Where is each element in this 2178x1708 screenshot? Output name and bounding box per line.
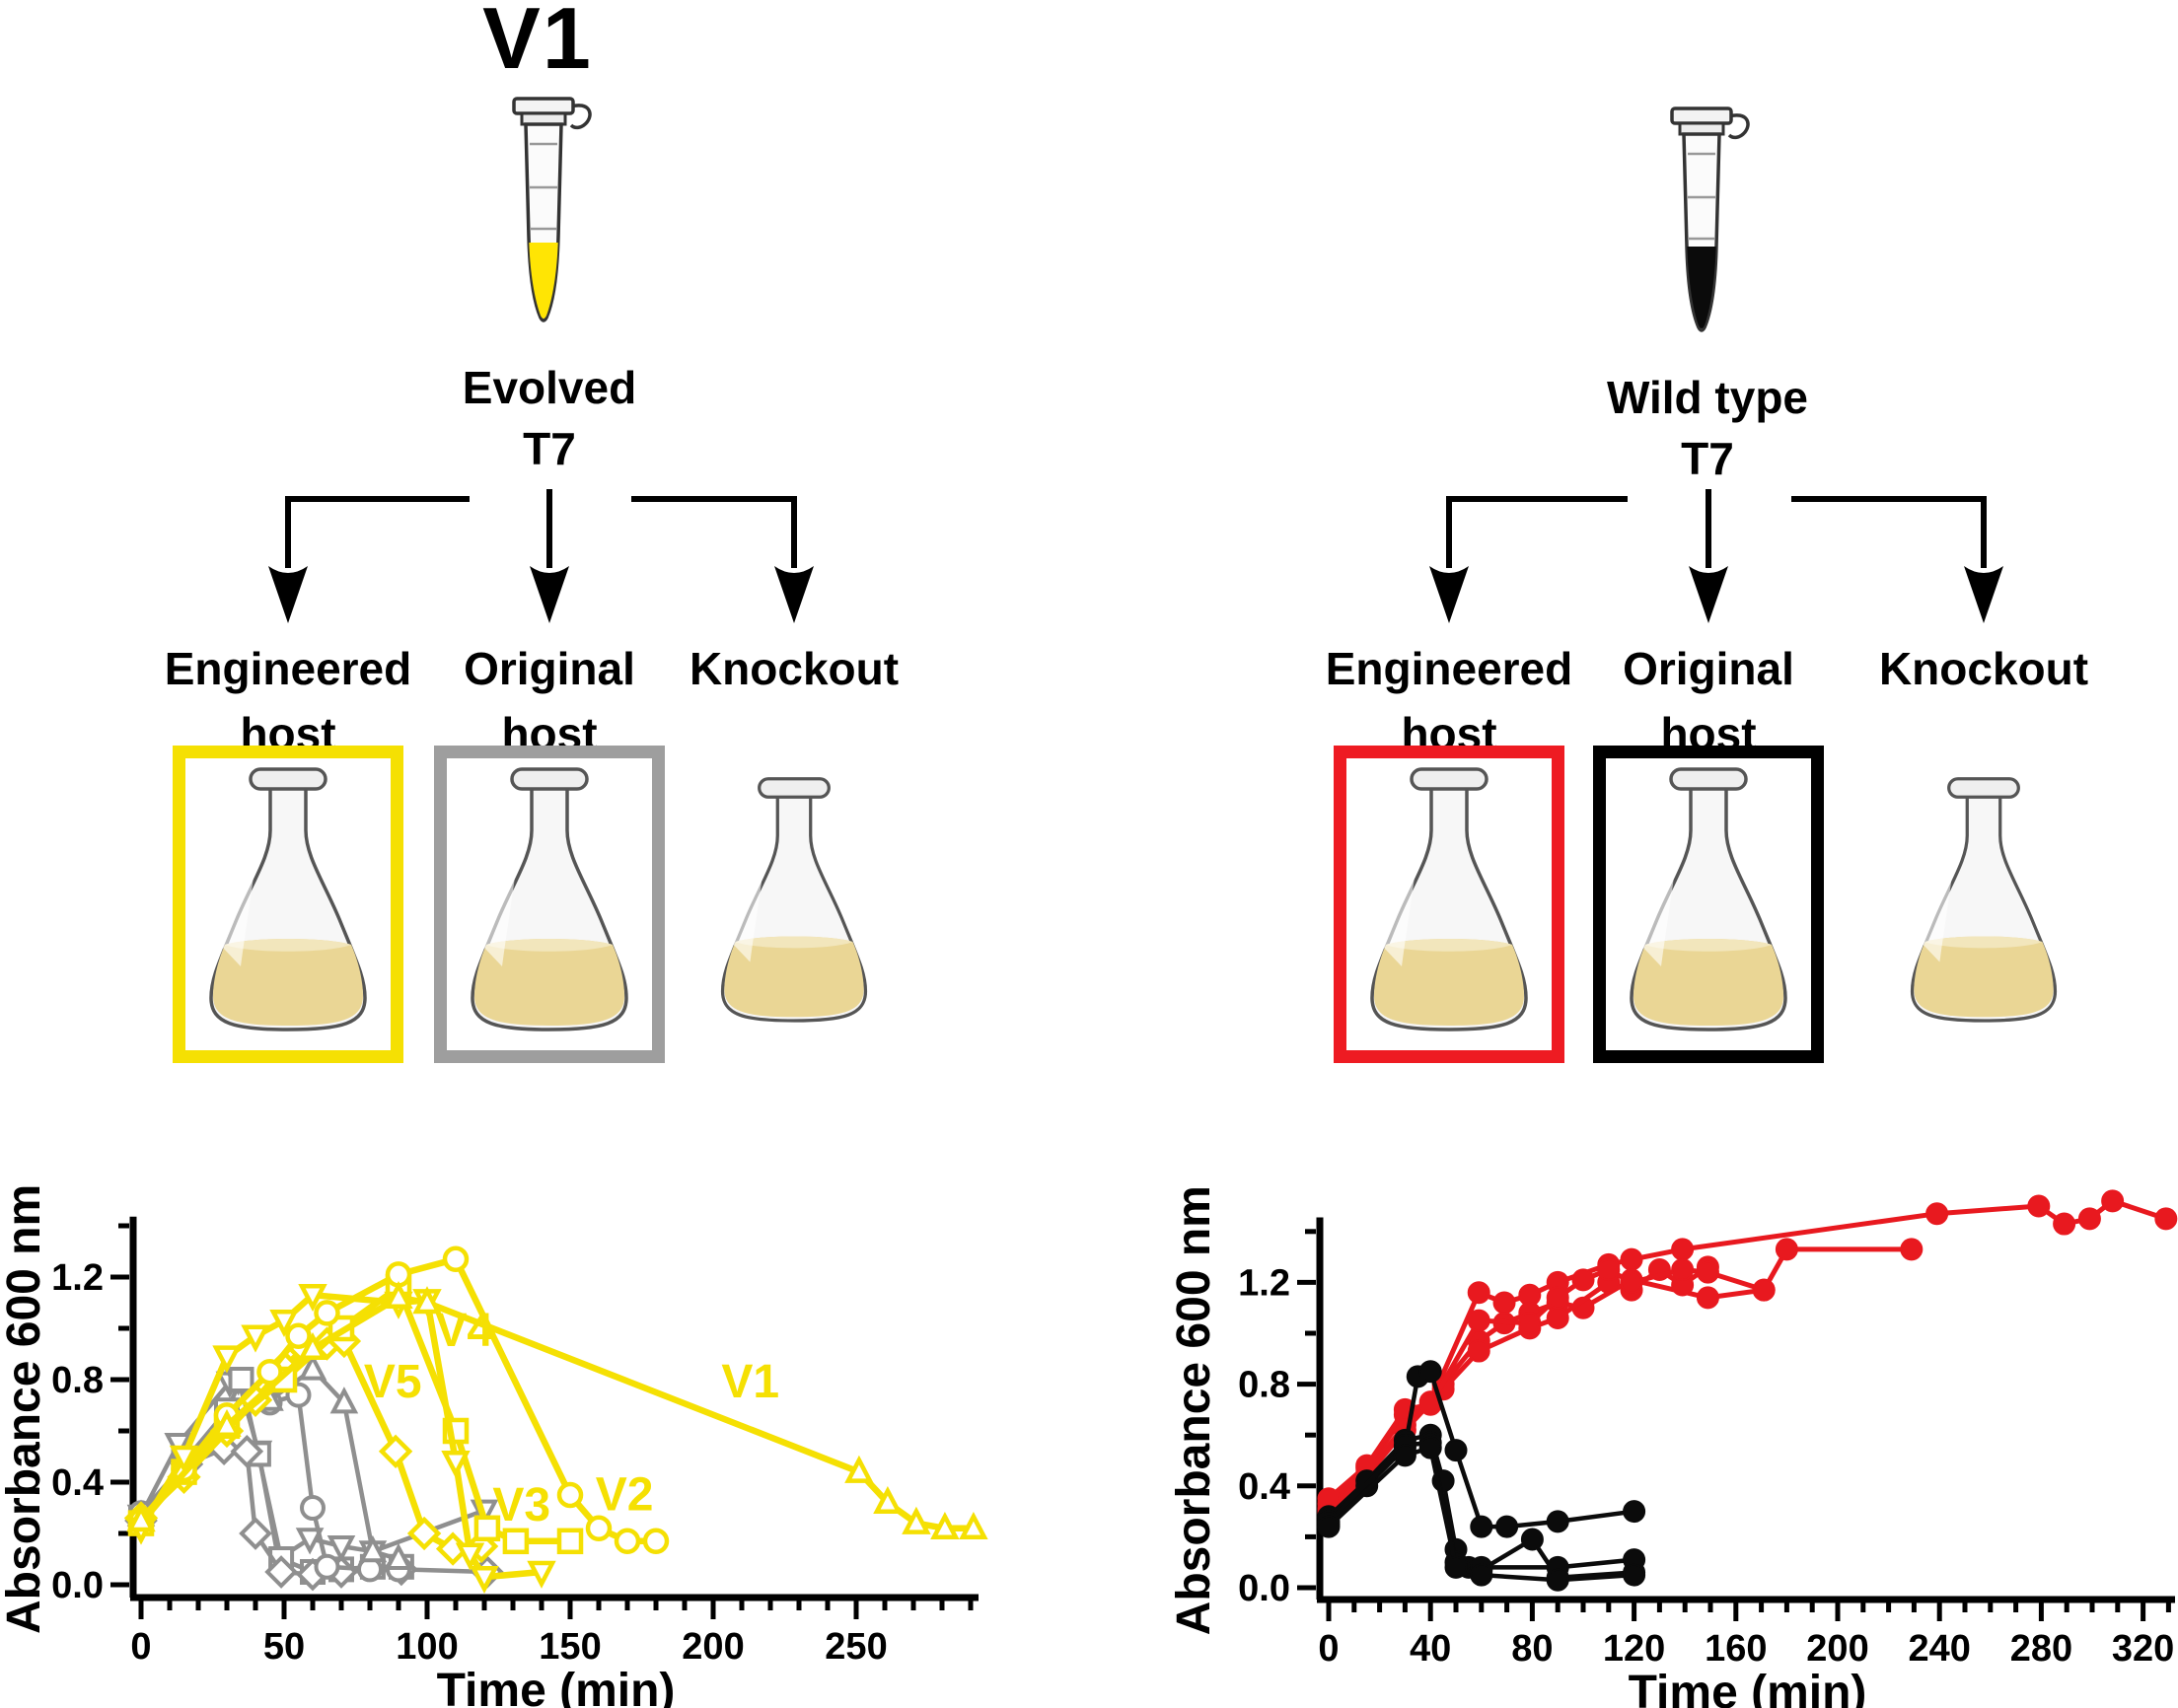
flask-icon — [1370, 767, 1528, 1032]
svg-text:80: 80 — [1511, 1628, 1553, 1670]
svg-text:V4: V4 — [435, 1305, 493, 1357]
arrow-icon — [1429, 566, 1469, 623]
svg-text:160: 160 — [1705, 1628, 1767, 1670]
engineered-host-box — [1334, 746, 1564, 1063]
svg-text:V3: V3 — [492, 1479, 550, 1531]
tube-cap — [1670, 107, 1733, 125]
svg-text:0.4: 0.4 — [1238, 1466, 1290, 1508]
svg-text:250: 250 — [825, 1626, 887, 1668]
flask-icon — [1910, 777, 2058, 1023]
tube-liquid — [529, 243, 558, 319]
svg-text:240: 240 — [1908, 1628, 1970, 1670]
microcentrifuge-tube-icon — [512, 97, 592, 322]
arrow-icon — [1689, 566, 1728, 623]
svg-text:280: 280 — [2010, 1628, 2072, 1670]
flask-liquid — [724, 936, 864, 1018]
svg-text:V5: V5 — [364, 1356, 422, 1408]
flask-icon — [471, 767, 628, 1032]
tube-caption-line2: T7 — [523, 423, 576, 474]
svg-text:Absorbance 600 nm: Absorbance 600 nm — [0, 1184, 50, 1634]
knockout-host-flask — [1868, 746, 2099, 1063]
svg-text:Absorbance 600 nm: Absorbance 600 nm — [1168, 1185, 1220, 1635]
svg-text:120: 120 — [1603, 1628, 1665, 1670]
svg-text:0: 0 — [1318, 1628, 1339, 1670]
tube-caption-line1: Evolved — [462, 362, 637, 413]
flask-icon — [209, 767, 367, 1032]
flask-icon — [1630, 767, 1787, 1032]
svg-text:200: 200 — [682, 1626, 744, 1668]
microcentrifuge-tube-icon — [1670, 107, 1750, 332]
host-label-knockout: Knockout — [1878, 643, 2089, 694]
flask-liquid — [213, 939, 363, 1026]
svg-text:V1: V1 — [721, 1356, 779, 1408]
branch-arrows — [1429, 489, 2003, 623]
growth-curve-chart-evolved: 0 50 100 150 200 250 0.0 0.4 0.8 1.2 Time (min) Abs… — [0, 1184, 988, 1708]
flask-liquid — [1374, 939, 1524, 1026]
svg-text:100: 100 — [396, 1626, 458, 1668]
svg-text:0.0: 0.0 — [51, 1565, 104, 1606]
page-title: V1 — [482, 0, 593, 87]
arrow-icon — [774, 566, 814, 623]
svg-text:0.8: 0.8 — [1238, 1365, 1290, 1406]
engineered-host-box — [173, 746, 403, 1063]
arrow-icon — [530, 566, 569, 623]
wildtype-t7-panel: Wild type T7 Engineered host Original ho… — [1089, 0, 2178, 1144]
flask-liquid — [474, 939, 624, 1026]
arrow-icon — [268, 566, 308, 623]
host-label-knockout: Knockout — [689, 643, 900, 694]
flask-liquid — [1634, 939, 1783, 1026]
evolved-t7-panel: V1 Evolved T7 Engineered host Original h… — [0, 0, 1089, 1144]
svg-text:0.4: 0.4 — [51, 1462, 104, 1504]
flask-liquid — [1914, 936, 2054, 1018]
svg-text:200: 200 — [1806, 1628, 1868, 1670]
arrow-icon — [1964, 566, 2003, 623]
original-host-box — [434, 746, 665, 1063]
flask-icon — [720, 777, 868, 1023]
tube-liquid — [1687, 247, 1716, 328]
svg-text:Time (min): Time (min) — [1629, 1667, 1867, 1708]
tube-caption: Evolved T7 — [352, 357, 747, 479]
svg-text:0: 0 — [130, 1626, 151, 1668]
svg-text:1.2: 1.2 — [51, 1257, 104, 1299]
original-host-box — [1593, 746, 1824, 1063]
svg-text:50: 50 — [263, 1626, 305, 1668]
svg-text:150: 150 — [539, 1626, 601, 1668]
svg-text:40: 40 — [1410, 1628, 1451, 1670]
tube-caption: Wild type T7 — [1510, 367, 1905, 489]
svg-text:0.8: 0.8 — [51, 1360, 104, 1401]
tube-caption-line1: Wild type — [1606, 372, 1809, 423]
svg-text:Time (min): Time (min) — [437, 1665, 676, 1708]
knockout-host-flask — [679, 746, 909, 1063]
svg-text:0.0: 0.0 — [1238, 1568, 1290, 1609]
svg-text:V2: V2 — [596, 1469, 654, 1522]
svg-text:1.2: 1.2 — [1238, 1262, 1290, 1304]
growth-curve-chart-wildtype: 0 40 80 120 160 200 240 280 320 0.0 0.4 0.8 1.2 Time … — [1168, 1185, 2178, 1708]
svg-text:320: 320 — [2112, 1628, 2174, 1670]
tube-cap — [512, 97, 575, 115]
tube-caption-line2: T7 — [1681, 433, 1734, 484]
